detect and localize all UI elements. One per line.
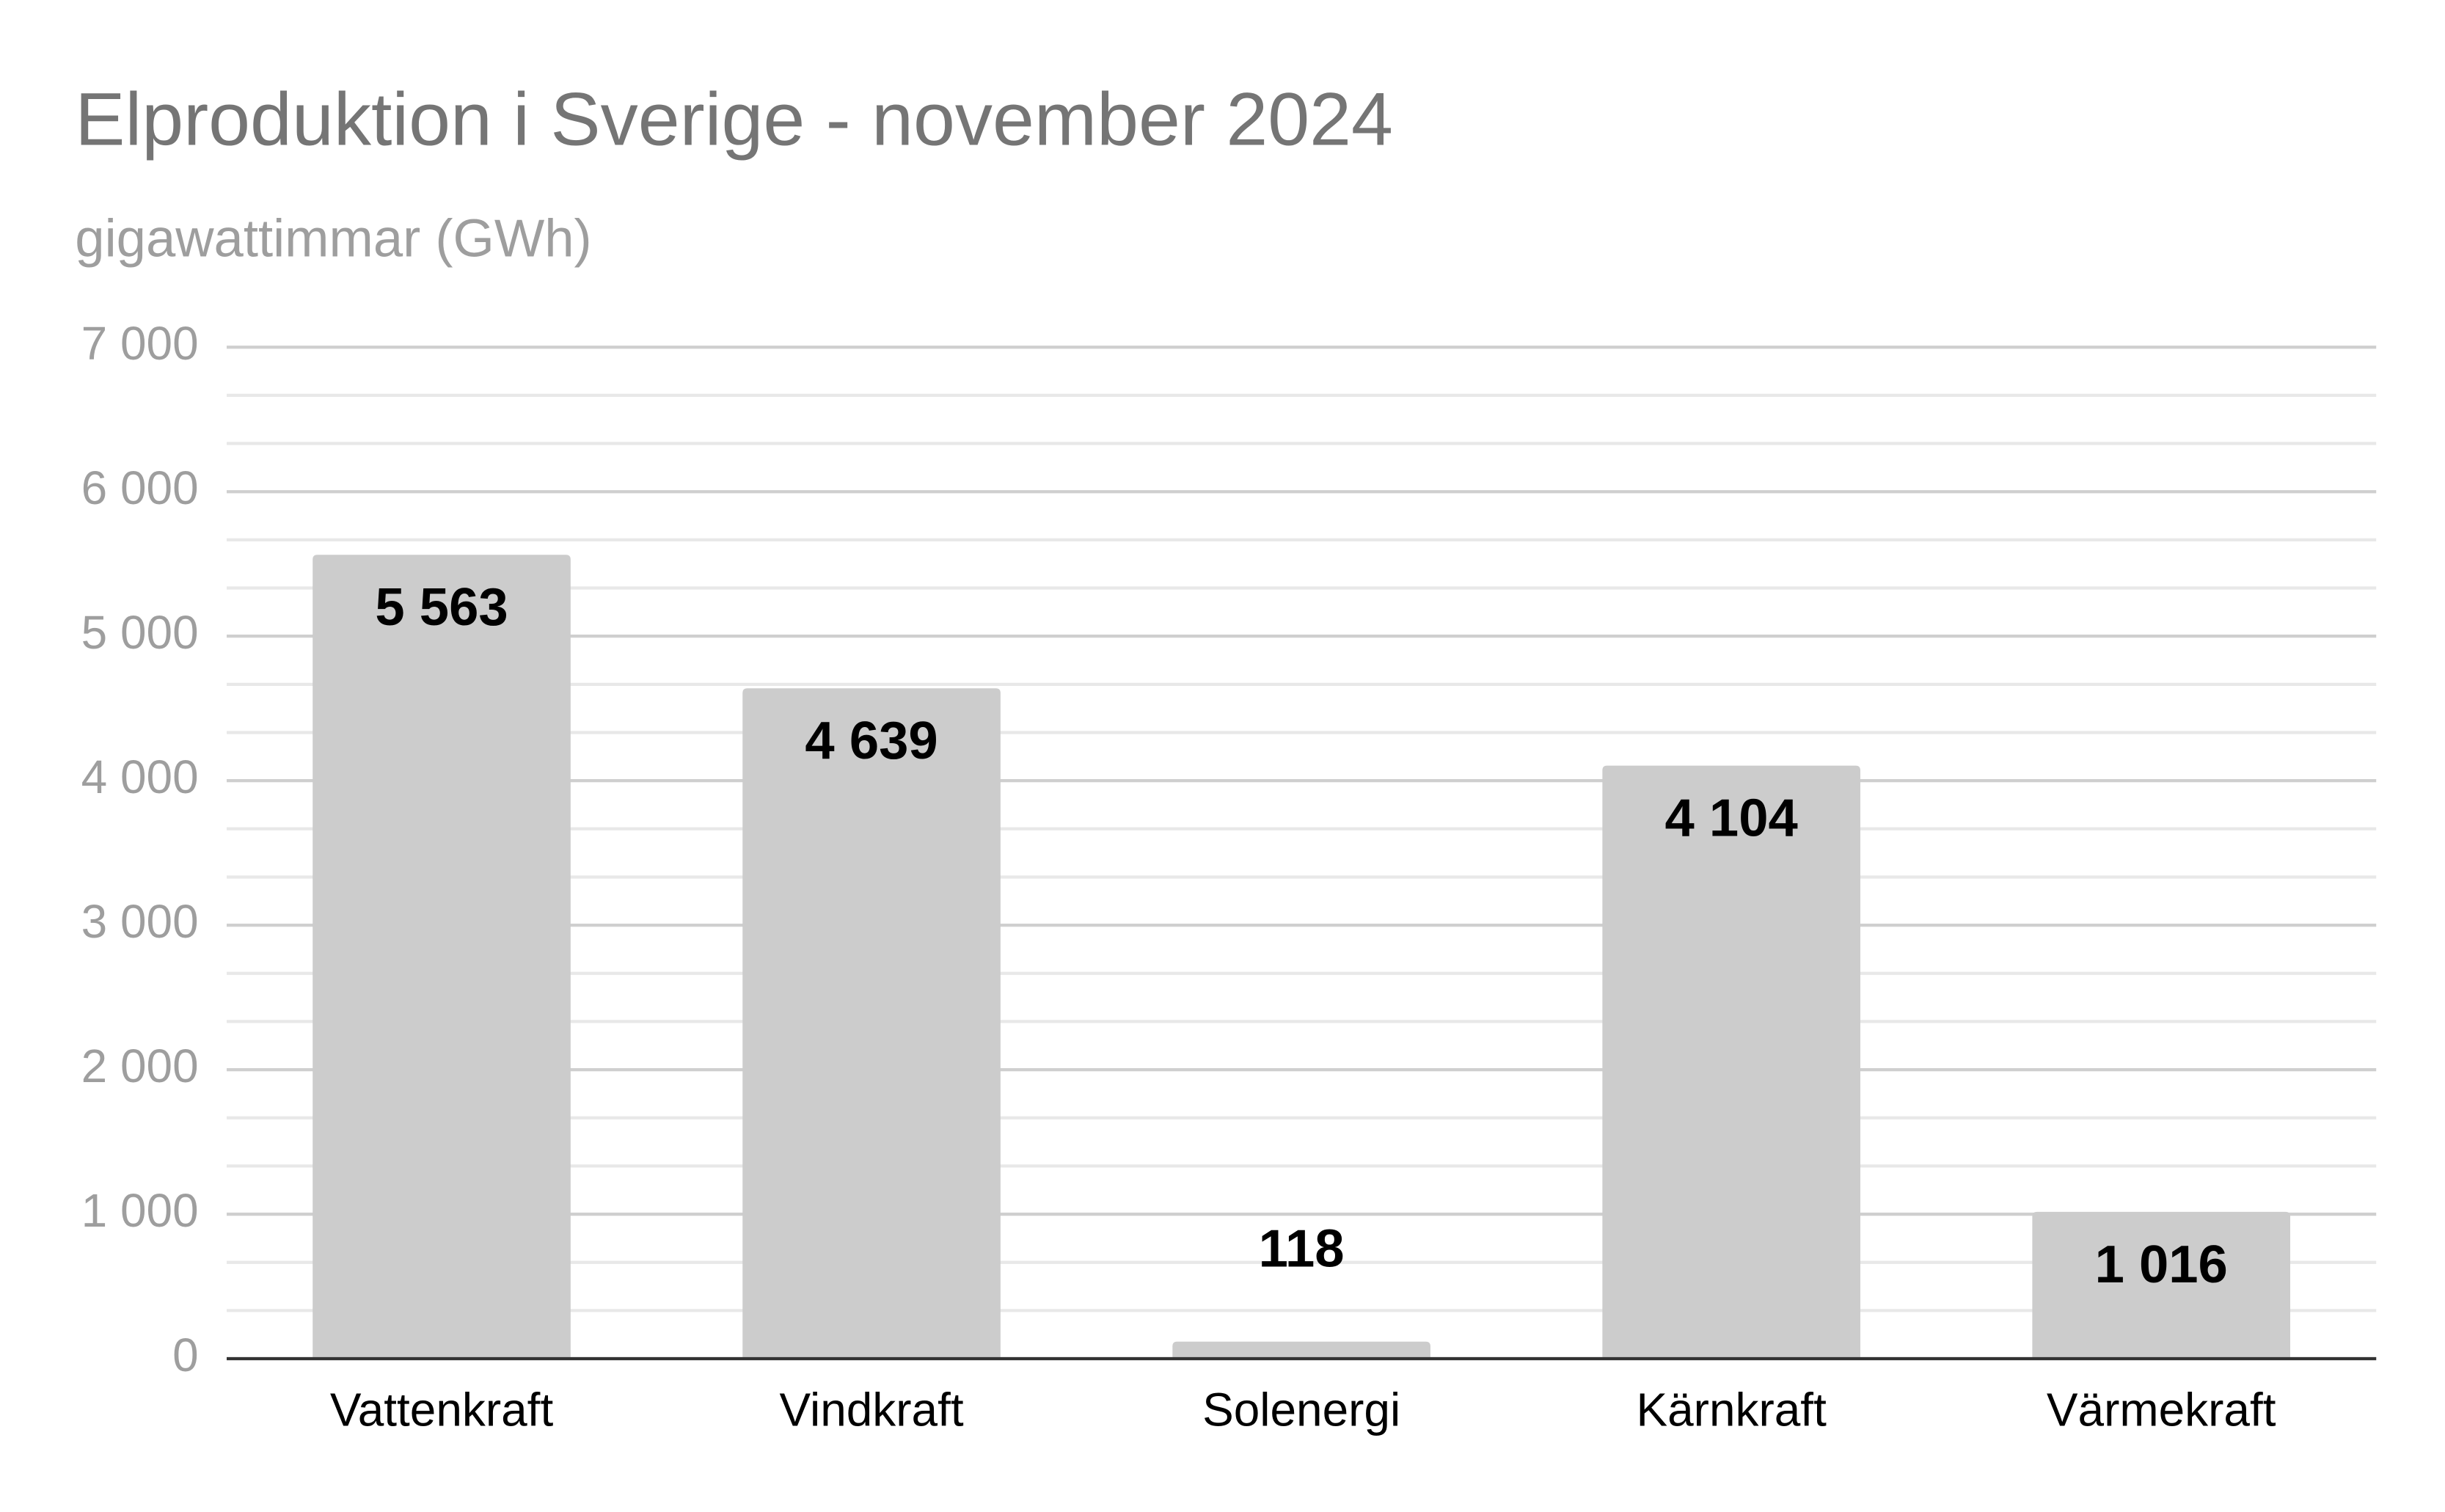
bar [2032, 1211, 2291, 1359]
x-tick-label: Värmekraft [2047, 1384, 2276, 1436]
y-tick-label: 0 [172, 1329, 199, 1381]
value-label: 4 639 [805, 711, 938, 770]
x-tick-label: Kärnkraft [1636, 1384, 1827, 1436]
bar [1172, 1341, 1430, 1359]
value-label: 4 104 [1665, 789, 1798, 848]
x-tick-label: Vindkraft [780, 1384, 964, 1436]
y-tick-label: 7 000 [81, 317, 199, 370]
y-tick-label: 4 000 [81, 750, 199, 803]
value-label: 5 563 [375, 577, 508, 637]
y-tick-label: 3 000 [81, 895, 199, 948]
y-tick-label: 6 000 [81, 461, 199, 514]
value-label: 1 016 [2095, 1235, 2228, 1294]
bar [742, 688, 1001, 1359]
chart-subtitle: gigawattimmar (GWh) [75, 209, 591, 269]
y-tick-label: 2 000 [81, 1040, 199, 1092]
bar [313, 555, 571, 1359]
bar [1602, 765, 1860, 1359]
x-tick-label: Vattenkraft [330, 1384, 554, 1436]
chart-title: Elproduktion i Sverige - november 2024 [75, 77, 1393, 161]
value-label: 118 [1259, 1219, 1345, 1278]
x-tick-label: Solenergi [1202, 1384, 1400, 1436]
y-tick-label: 1 000 [81, 1184, 199, 1237]
y-tick-label: 5 000 [81, 606, 199, 659]
